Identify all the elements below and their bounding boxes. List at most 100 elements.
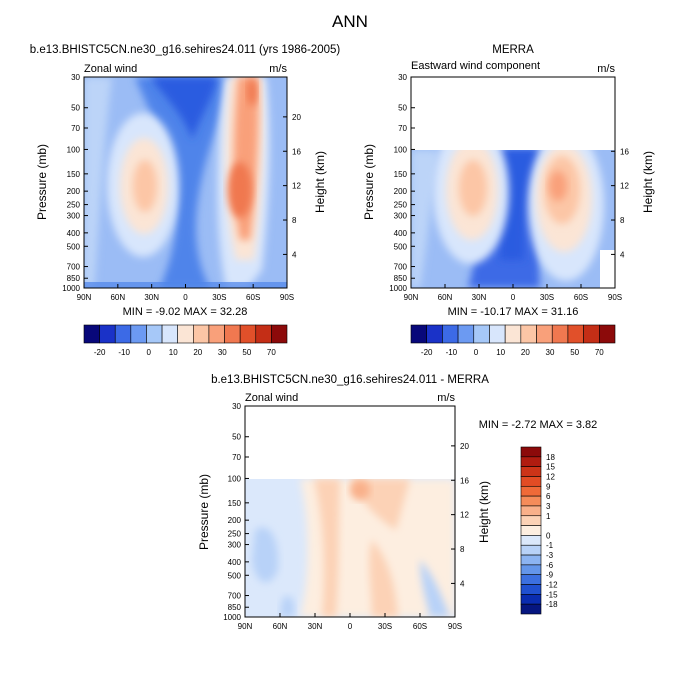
contour-field — [411, 150, 615, 288]
y-tick-label: 150 — [67, 170, 81, 179]
colorbar-swatch — [520, 525, 542, 536]
min-max-label: MIN = -2.72 MAX = 3.82 — [479, 419, 598, 431]
colorbar-label: -18 — [546, 600, 558, 609]
y-tick-label: 300 — [228, 541, 242, 550]
colorbar-swatch — [520, 515, 542, 526]
variable-label: Zonal wind — [245, 392, 298, 404]
y2-tick-label: 4 — [620, 250, 625, 259]
y2-tick-label: 20 — [460, 442, 469, 451]
y-tick-label: 30 — [71, 73, 80, 82]
colorbar-swatch — [520, 544, 542, 556]
colorbar-label: 20 — [521, 348, 530, 357]
colorbar-label: 30 — [546, 348, 555, 357]
y2-tick-label: 16 — [620, 147, 629, 156]
y-axis-label: Pressure (mb) — [362, 144, 376, 220]
y2-tick-label: 16 — [292, 147, 301, 156]
x-tick-label: 30N — [144, 293, 159, 302]
colorbar-swatch — [520, 584, 542, 595]
colorbar-swatch — [520, 505, 542, 517]
colorbar-label: 15 — [546, 463, 555, 472]
min-max-label: MIN = -10.17 MAX = 31.16 — [448, 306, 579, 318]
colorbar: -20 -10 0 10 20 30 50 70 — [410, 324, 616, 357]
y-tick-label: 70 — [232, 453, 241, 462]
colorbar-label: 70 — [267, 348, 276, 357]
colorbar-swatch — [255, 324, 272, 344]
y-axis-label: Pressure (mb) — [197, 474, 211, 550]
colorbar-swatch — [520, 554, 542, 566]
x-tick-label: 90S — [280, 293, 294, 302]
colorbar-label: 0 — [546, 531, 551, 540]
colorbar-label: 18 — [546, 453, 555, 462]
colorbar-swatch — [520, 466, 542, 477]
x-tick-label: 0 — [183, 293, 188, 302]
figure-title: ANN — [332, 12, 368, 31]
colorbar-swatch — [520, 564, 542, 576]
y-tick-label: 200 — [394, 187, 408, 196]
y2-tick-label: 4 — [460, 579, 465, 588]
x-tick-label: 60S — [413, 622, 427, 631]
colorbar-label: 12 — [546, 472, 555, 481]
x-tick-label: 30N — [308, 622, 323, 631]
variable-label: Eastward wind component — [411, 60, 540, 72]
colorbar-label: -6 — [546, 561, 554, 570]
colorbar-label: 0 — [146, 348, 151, 357]
y-tick-label: 150 — [228, 499, 242, 508]
y-tick-label: 700 — [394, 263, 408, 272]
x-tick-label: 60S — [574, 293, 588, 302]
colorbar-swatch — [520, 476, 542, 487]
y-tick-label: 50 — [398, 104, 407, 113]
y-tick-label: 100 — [228, 474, 242, 483]
min-max-label: MIN = -9.02 MAX = 32.28 — [123, 306, 248, 318]
y-tick-label: 70 — [398, 124, 407, 133]
y2-tick-label: 4 — [292, 250, 297, 259]
x-tick-label: 30S — [378, 622, 392, 631]
y-tick-label: 1000 — [389, 284, 407, 293]
colorbar-swatch — [239, 324, 257, 344]
colorbar-label: 0 — [474, 348, 479, 357]
variable-label: Zonal wind — [84, 63, 137, 75]
x-tick-label: 60N — [438, 293, 453, 302]
colorbar-swatch — [520, 594, 542, 605]
y2-axis-label: Height (km) — [641, 151, 655, 213]
colorbar-swatch — [583, 324, 600, 344]
contour-field — [245, 479, 455, 617]
y-tick-label: 500 — [394, 242, 408, 251]
y2-tick-label: 12 — [460, 511, 469, 520]
colorbar-label: -20 — [421, 348, 433, 357]
colorbar-label: -9 — [546, 571, 554, 580]
x-tick-label: 90N — [238, 622, 253, 631]
y-axis-label: Pressure (mb) — [35, 144, 49, 220]
y-tick-label: 850 — [394, 274, 408, 283]
colorbar-label: 1 — [546, 512, 551, 521]
x-tick-label: 30N — [472, 293, 487, 302]
colorbar-swatch — [536, 324, 553, 344]
y-tick-label: 30 — [398, 73, 407, 82]
colorbar-label: 50 — [570, 348, 579, 357]
colorbar-swatch — [504, 324, 522, 344]
y-tick-label: 400 — [67, 229, 81, 238]
colorbar-label: -10 — [118, 348, 130, 357]
colorbar-label: 6 — [546, 492, 551, 501]
y-tick-label: 30 — [232, 402, 241, 411]
colorbar-label: 20 — [193, 348, 202, 357]
y2-tick-label: 20 — [292, 113, 301, 122]
panel-title: b.e13.BHISTC5CN.ne30_g16.sehires24.011 -… — [211, 374, 489, 386]
y-tick-label: 250 — [394, 201, 408, 210]
y-tick-label: 1000 — [223, 613, 241, 622]
x-tick-label: 60S — [246, 293, 260, 302]
colorbar-label: -1 — [546, 541, 554, 550]
x-tick-label: 90N — [404, 293, 419, 302]
colorbar-swatch — [161, 324, 178, 344]
y2-axis-label: Height (km) — [313, 151, 327, 213]
y-tick-label: 1000 — [62, 284, 80, 293]
colorbar-swatch — [146, 324, 163, 344]
panel-title: b.e13.BHISTC5CN.ne30_g16.sehires24.011 (… — [30, 44, 341, 56]
colorbar-swatch — [410, 324, 427, 344]
colorbar-swatch — [130, 324, 147, 344]
y-tick-label: 500 — [67, 242, 81, 251]
colorbar-swatch — [426, 324, 443, 344]
y-tick-label: 850 — [67, 274, 81, 283]
y-tick-label: 300 — [394, 212, 408, 221]
colorbar-swatch — [567, 324, 584, 344]
